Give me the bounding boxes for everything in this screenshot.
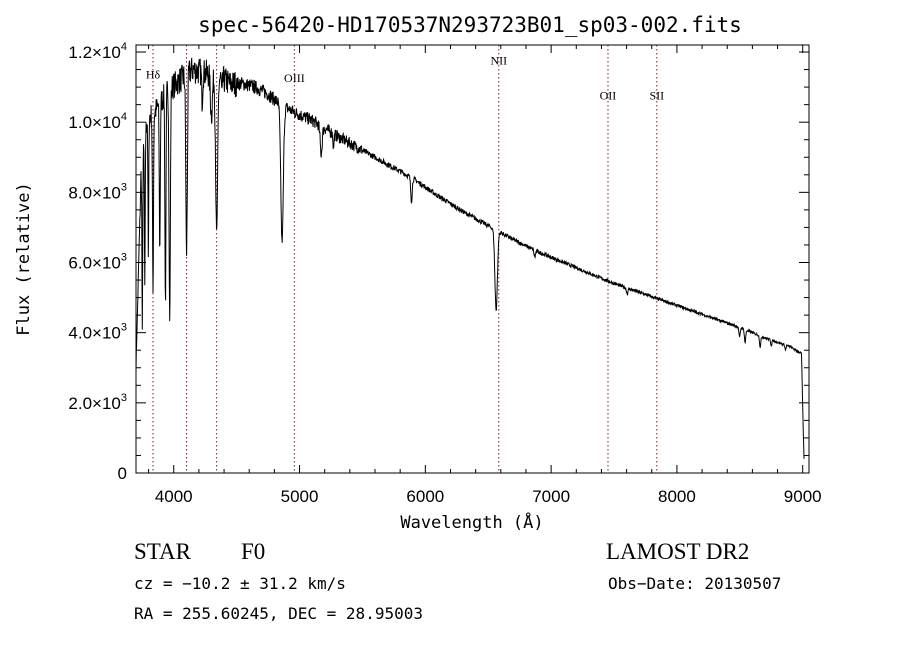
y-tick-exponent: 3 [121,181,127,193]
y-tick-label-0: 0 [118,464,127,483]
marker-label-4: NII [490,53,507,67]
spectrum-chart: spec-56420-HD170537N293723B01_sp03-002.f… [14,13,822,533]
y-tick-label-1: 2.0×103 [68,392,127,413]
x-tick-label-4: 8000 [658,487,696,506]
y-tick-exponent: 4 [121,111,127,123]
survey-name: LAMOST DR2 [606,539,750,564]
x-axis-label: Wavelength (Å) [400,511,543,533]
y-tick-label-3: 6.0×103 [68,252,127,273]
y-tick-mantissa: 0 [118,464,127,483]
y-tick-mantissa: 6.0×10 [68,254,120,273]
redshift-value: cz = −10.2 ± 31.2 km/s [134,574,346,593]
chart-title: spec-56420-HD170537N293723B01_sp03-002.f… [198,13,742,37]
y-tick-mantissa: 2.0×10 [68,394,120,413]
y-tick-label-2: 4.0×103 [68,322,127,343]
marker-label-3: OIII [284,71,305,85]
y-tick-exponent: 3 [121,252,127,264]
y-tick-exponent: 4 [121,41,127,53]
y-tick-exponent: 3 [121,392,127,404]
x-tick-label-5: 9000 [784,487,822,506]
y-tick-mantissa: 1.2×10 [68,43,120,62]
plot-frame [135,44,810,474]
marker-label-6: SII [649,88,664,102]
emission-line-markers: Hδ OIII NII OII SII [146,45,664,473]
axis-ticks: 4000 5000 6000 7000 8000 900002.0×1034.0×1036… [68,41,821,506]
y-tick-label-4: 8.0×103 [68,181,127,202]
y-axis-label: Flux (relative) [14,182,34,336]
y-tick-exponent: 3 [121,322,127,334]
object-subclass: F0 [241,539,266,564]
y-tick-mantissa: 1.0×10 [68,113,120,132]
coordinates: RA = 255.60245, DEC = 28.95003 [134,604,423,623]
marker-label-0: Hδ [146,67,161,81]
y-tick-mantissa: 4.0×10 [68,324,120,343]
y-tick-label-6: 1.2×104 [68,41,127,62]
x-tick-label-3: 7000 [532,487,570,506]
spectrum-line [135,57,805,459]
y-tick-mantissa: 8.0×10 [68,183,120,202]
x-tick-label-0: 4000 [155,487,193,506]
x-tick-label-1: 5000 [281,487,319,506]
object-class: STAR [134,539,191,564]
marker-label-5: OII [600,88,617,102]
observation-date: Obs−Date: 20130507 [608,574,782,593]
x-tick-label-2: 6000 [406,487,444,506]
y-tick-label-5: 1.0×104 [68,111,127,132]
